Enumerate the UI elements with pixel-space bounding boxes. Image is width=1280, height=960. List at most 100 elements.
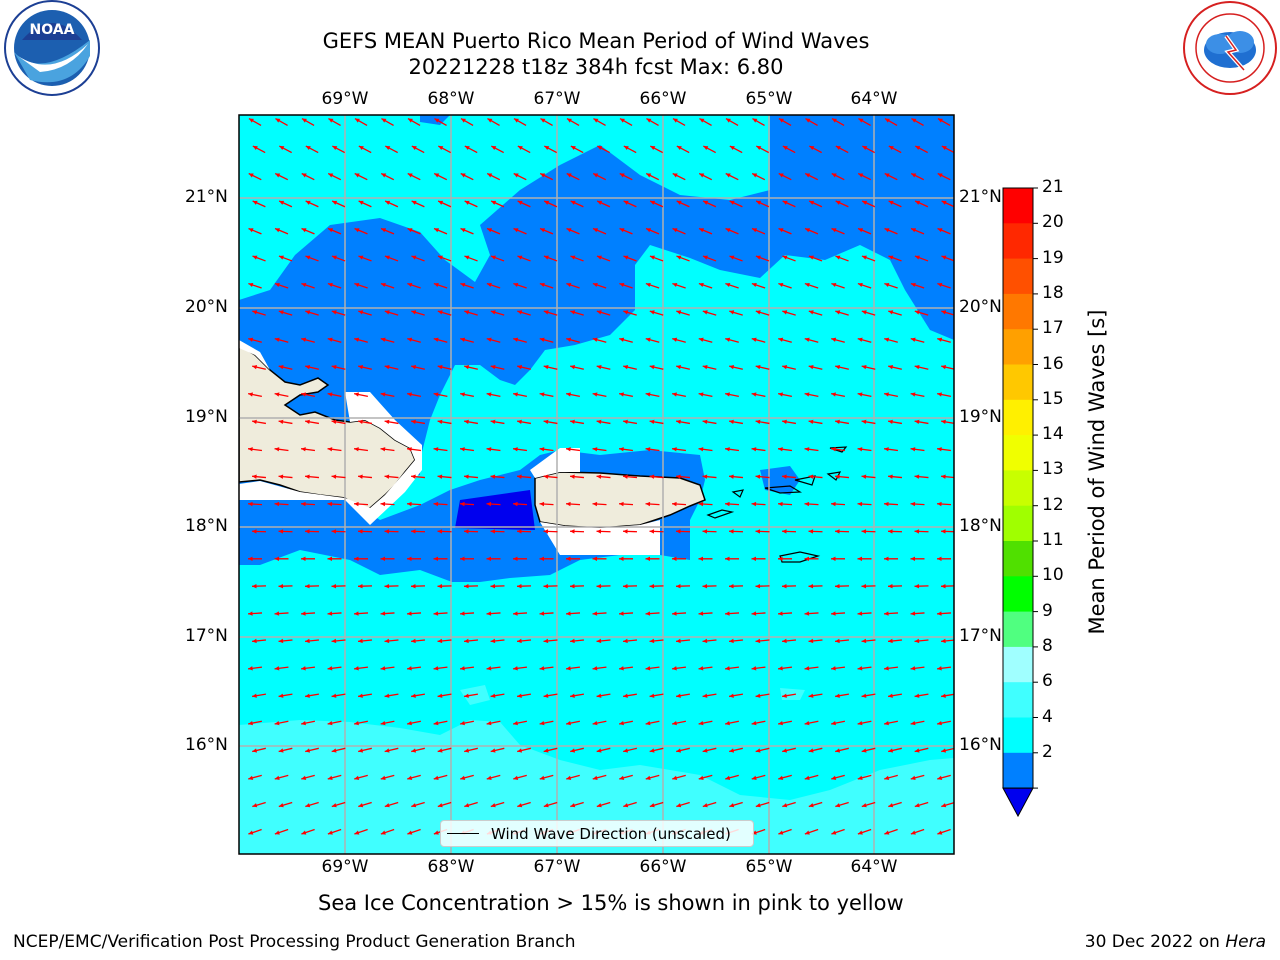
wind-wave-arrowhead [857,556,863,561]
wind-wave-arrowhead [384,529,390,534]
wind-wave-arrowhead [354,228,360,233]
wind-wave-arrowhead [752,173,758,178]
wind-wave-arrowhead [248,830,254,835]
wind-wave-arrowhead [937,118,943,123]
wind-wave-arrowhead [597,200,603,205]
wind-wave-arrowhead [464,584,469,589]
colorbar-tick-label: 21 [1042,177,1064,197]
wind-wave-arrowhead [751,501,757,507]
wind-wave-arrowhead [751,392,757,397]
wind-wave-arrowhead [517,693,522,698]
wind-wave-arrowhead [437,419,443,425]
wind-wave-arrowhead [937,228,943,233]
wind-wave-arrowhead [411,584,416,589]
wind-wave-arrowhead [513,282,519,288]
wind-wave-arrowhead [385,146,391,151]
wind-wave-arrowhead [672,173,678,178]
wind-wave-arrowhead [434,118,440,123]
wind-wave-arrowhead [755,748,761,753]
wind-wave-arrowhead [676,474,681,479]
wind-wave-arrowhead [725,337,731,342]
wind-wave-arrowhead [702,365,708,370]
wind-wave-arrowhead [835,693,840,698]
wind-wave-arrowhead [460,775,466,780]
wind-wave-arrowhead [831,173,837,178]
wind-wave-arrowhead [884,228,890,233]
wind-wave-arrowhead [301,118,307,123]
wind-wave-arrowhead [517,803,523,808]
wind-wave-arrowhead [831,501,836,507]
wind-wave-arrowhead [778,775,784,780]
wind-wave-arrowhead [857,337,863,342]
colorbar-segment [1003,364,1033,401]
wind-wave-arrowhead [490,365,496,370]
wind-wave-arrowhead [464,310,470,315]
wind-wave-arrowhead [570,365,576,370]
wind-wave-arrowhead [411,693,416,698]
wind-wave-arrowhead [437,748,443,753]
wind-wave-arrowhead [941,584,946,589]
lat-label-right: 21°N [959,187,1002,207]
wind-wave-arrowhead [570,200,576,205]
wind-wave-arrowhead [623,638,628,644]
wind-wave-arrowhead [835,529,840,534]
wind-wave-arrowhead [751,282,757,288]
wind-wave-arrowhead [411,419,416,425]
wind-wave-arrowhead [645,282,651,288]
wind-wave-arrowhead [460,666,465,671]
wind-wave-arrowhead [384,803,390,808]
wind-wave-arrowhead [464,200,470,205]
wind-wave-arrowhead [490,803,496,808]
wind-wave-arrowhead [725,173,731,178]
wind-wave-arrowhead [380,611,386,616]
wind-wave-arrowhead [619,666,624,671]
wind-wave-arrowhead [782,310,788,315]
wind-wave-arrowhead [831,447,836,452]
wind-wave-arrowhead [911,118,917,123]
wind-wave-arrowhead [252,693,257,698]
wind-wave-arrowhead [941,474,946,479]
wind-wave-arrowhead [437,310,443,315]
wind-wave-arrowhead [592,392,598,397]
wind-wave-arrowhead [676,803,682,808]
wind-wave-arrowhead [570,419,575,425]
wind-wave-arrowhead [782,474,787,479]
wind-wave-arrowhead [278,693,284,698]
wind-wave-arrowhead [703,146,709,151]
wind-wave-arrowhead [407,775,413,780]
wind-wave-arrowhead [941,255,947,260]
wind-wave-arrowhead [487,228,493,233]
wind-wave-arrowhead [539,556,545,561]
wind-wave-arrowhead [619,228,625,233]
wind-wave-arrowhead [619,392,624,397]
wind-wave-arrowhead [252,748,258,753]
wind-wave-arrowhead [278,365,284,370]
wind-wave-arrowhead [725,282,731,288]
wind-wave-arrowhead [513,173,519,178]
wind-wave-arrowhead [252,474,257,479]
map-frame [238,114,955,855]
wind-wave-arrowhead [645,337,651,342]
wind-wave-arrowhead [649,365,655,370]
wind-wave-arrowhead [358,529,363,534]
wind-wave-arrowhead [623,365,629,370]
wind-wave-arrowhead [460,447,465,452]
wind-wave-arrowhead [623,200,629,205]
wind-wave-arrowhead [835,748,841,753]
wind-wave-arrowhead [888,255,894,260]
wind-wave-arrowhead [593,118,599,123]
wind-wave-arrowhead [937,392,942,397]
wind-wave-arrowhead [831,775,837,780]
wind-wave-arrowhead [857,282,863,288]
wind-wave-arrowhead [279,146,285,151]
wind-wave-arrowhead [699,228,705,233]
wind-wave-arrowhead [570,310,576,315]
wind-wave-arrowhead [407,720,412,726]
wind-wave-arrowhead [278,748,284,753]
colorbar-segment [1003,258,1033,295]
wind-wave-arrowhead [914,584,920,589]
wind-wave-arrowhead [331,748,337,753]
colorbar-label: Mean Period of Wind Waves [s] [1085,309,1109,635]
wind-wave-arrowhead [464,693,469,698]
wind-wave-arrowhead [831,611,836,616]
